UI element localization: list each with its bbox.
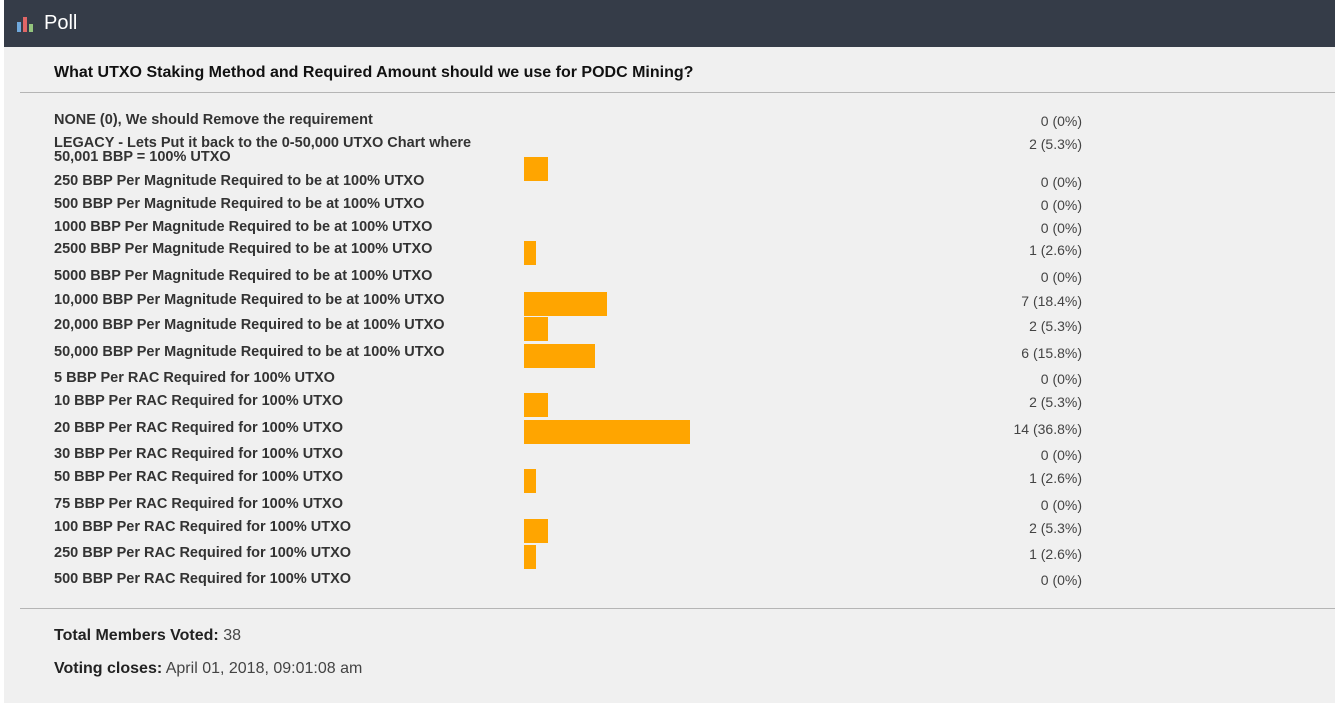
poll-option-result: 6 (15.8%) [1021, 345, 1082, 361]
poll-option-label: 50,000 BBP Per Magnitude Required to be … [54, 344, 445, 360]
bar-chart-icon [16, 15, 34, 33]
poll-option-label: LEGACY - Lets Put it back to the 0-50,00… [54, 135, 472, 165]
poll-option-result: 1 (2.6%) [1029, 546, 1082, 562]
poll-bar-track [524, 196, 1024, 220]
poll-option-result: 1 (2.6%) [1029, 242, 1082, 258]
poll-bar [524, 317, 548, 341]
poll-bar-track [524, 496, 1024, 520]
poll-bar-track [524, 344, 1024, 368]
poll-option-result: 2 (5.3%) [1029, 136, 1082, 152]
poll-option-result: 0 (0%) [1040, 174, 1082, 190]
poll-option-label: 20,000 BBP Per Magnitude Required to be … [54, 317, 445, 333]
poll-option-label: 5000 BBP Per Magnitude Required to be at… [54, 268, 433, 284]
poll-bar-track [524, 219, 1024, 243]
poll-option-label: 250 BBP Per RAC Required for 100% UTXO [54, 545, 352, 561]
poll-option-label: 20 BBP Per RAC Required for 100% UTXO [54, 420, 344, 436]
poll-option-result: 2 (5.3%) [1029, 394, 1082, 410]
poll-bar-track [524, 317, 1024, 341]
poll-option-result: 0 (0%) [1040, 371, 1082, 387]
poll-option-label: NONE (0), We should Remove the requireme… [54, 112, 373, 128]
poll-bar-track [524, 173, 1024, 197]
poll-bar-track [524, 519, 1024, 543]
poll-bar [524, 157, 548, 181]
poll-bar-track [524, 241, 1024, 265]
poll-option-result: 0 (0%) [1040, 447, 1082, 463]
poll-bar-track [524, 469, 1024, 493]
voting-closes-value: April 01, 2018, 09:01:08 am [165, 660, 363, 677]
voting-closes: Voting closes: April 01, 2018, 09:01:08 … [54, 660, 362, 678]
poll-option-result: 0 (0%) [1040, 197, 1082, 213]
poll-bar-track [524, 393, 1024, 417]
poll-bar-track [524, 370, 1024, 394]
poll-option-result: 7 (18.4%) [1021, 293, 1082, 309]
poll-bar [524, 420, 690, 444]
poll-option-result: 2 (5.3%) [1029, 318, 1082, 334]
poll-bar [524, 469, 536, 493]
poll-bar [524, 519, 548, 543]
poll-option-label: 10,000 BBP Per Magnitude Required to be … [54, 292, 445, 308]
poll-option-result: 0 (0%) [1040, 220, 1082, 236]
poll-option-label: 500 BBP Per RAC Required for 100% UTXO [54, 571, 352, 587]
poll-bar-track [524, 420, 1024, 444]
poll-panel: Poll What UTXO Staking Method and Requir… [4, 0, 1335, 703]
poll-title: Poll [44, 12, 78, 34]
poll-option-result: 0 (0%) [1040, 113, 1082, 129]
divider [20, 608, 1335, 609]
poll-bar-track [524, 571, 1024, 595]
total-voted: Total Members Voted: 38 [54, 627, 241, 645]
poll-bar [524, 292, 607, 316]
poll-option-result: 1 (2.6%) [1029, 470, 1082, 486]
poll-option-label: 1000 BBP Per Magnitude Required to be at… [54, 219, 433, 235]
poll-bar [524, 344, 595, 368]
poll-bar-track [524, 112, 1024, 136]
poll-bar-track [524, 268, 1024, 292]
poll-bar-track [524, 157, 1024, 181]
total-voted-label: Total Members Voted: [54, 627, 219, 644]
poll-option-result: 0 (0%) [1040, 269, 1082, 285]
poll-header: Poll [4, 0, 1335, 47]
poll-question: What UTXO Staking Method and Required Am… [54, 64, 694, 81]
poll-option-label: 2500 BBP Per Magnitude Required to be at… [54, 241, 433, 257]
poll-option-label: 500 BBP Per Magnitude Required to be at … [54, 196, 425, 212]
poll-bar [524, 545, 536, 569]
poll-option-result: 2 (5.3%) [1029, 520, 1082, 536]
poll-option-label: 50 BBP Per RAC Required for 100% UTXO [54, 469, 344, 485]
poll-option-label: 100 BBP Per RAC Required for 100% UTXO [54, 519, 352, 535]
poll-bar-track [524, 446, 1024, 470]
poll-option-label: 5 BBP Per RAC Required for 100% UTXO [54, 370, 335, 386]
poll-option-label: 250 BBP Per Magnitude Required to be at … [54, 173, 425, 189]
poll-option-result: 0 (0%) [1040, 497, 1082, 513]
poll-option-label: 75 BBP Per RAC Required for 100% UTXO [54, 496, 344, 512]
voting-closes-label: Voting closes: [54, 660, 163, 677]
poll-option-label: 30 BBP Per RAC Required for 100% UTXO [54, 446, 344, 462]
divider [20, 92, 1335, 93]
poll-option-result: 14 (36.8%) [1013, 421, 1082, 437]
poll-bar-track [524, 545, 1024, 569]
poll-bar [524, 241, 536, 265]
total-voted-value: 38 [223, 627, 242, 644]
poll-option-label: 10 BBP Per RAC Required for 100% UTXO [54, 393, 344, 409]
poll-bar-track [524, 292, 1024, 316]
poll-option-result: 0 (0%) [1040, 572, 1082, 588]
poll-bar [524, 393, 548, 417]
